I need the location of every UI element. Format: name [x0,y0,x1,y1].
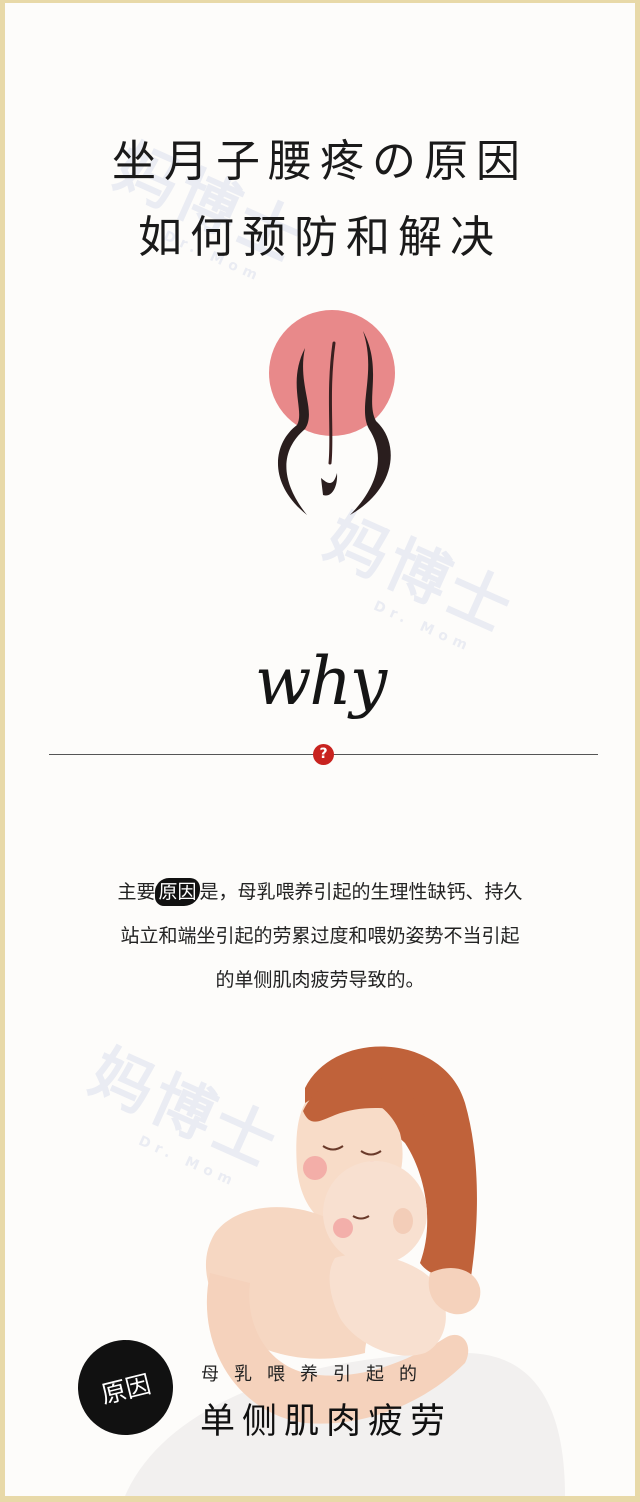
blanket [125,1353,565,1496]
spine-line [328,341,336,465]
paragraph-line3: 的单侧肌肉疲劳导致的。 [215,969,425,991]
baby-body [329,1254,446,1356]
highlight-reason: 原因 [155,878,200,906]
waist-right-curve [350,331,391,515]
reason-paragraph: 主要 原因 是，母乳喂养引起的生理性缺钙、持久 站立和端坐引起的劳累过度和喂奶姿势不… [5,870,635,1002]
caption-subtitle: 母乳喂养引起的 [201,1364,432,1385]
mother-cheek-left [303,1156,327,1180]
baby-ear [393,1208,413,1234]
question-mark-icon: ? [313,744,334,765]
page-title-line1: 坐月子腰疼の原因 [112,136,528,187]
mother-baby-illustration [125,1046,565,1496]
article-page: 妈博士 Dr. Mom 妈博士 Dr. Mom 妈博士 Dr. Mom 坐月子腰… [5,3,635,1496]
paragraph-line1: 主要 原因 是，母乳喂养引起的生理性缺钙、持久 [5,870,635,914]
page-title-line2: 如何预防和解决 [138,212,502,263]
caption-title: 单侧肌肉疲劳 [200,1402,453,1442]
waist-illustration [269,310,395,515]
baby-foot [428,1268,481,1315]
waist-left-curve [277,348,309,515]
baby-head [323,1161,427,1265]
mother-arm [206,1273,469,1424]
baby-cheek [333,1218,353,1238]
mother-hair-front [303,1075,425,1122]
paragraph-line2: 站立和端坐引起的劳累过度和喂奶姿势不当引起 [120,925,520,947]
crease [321,473,338,496]
why-heading: why [254,643,387,720]
